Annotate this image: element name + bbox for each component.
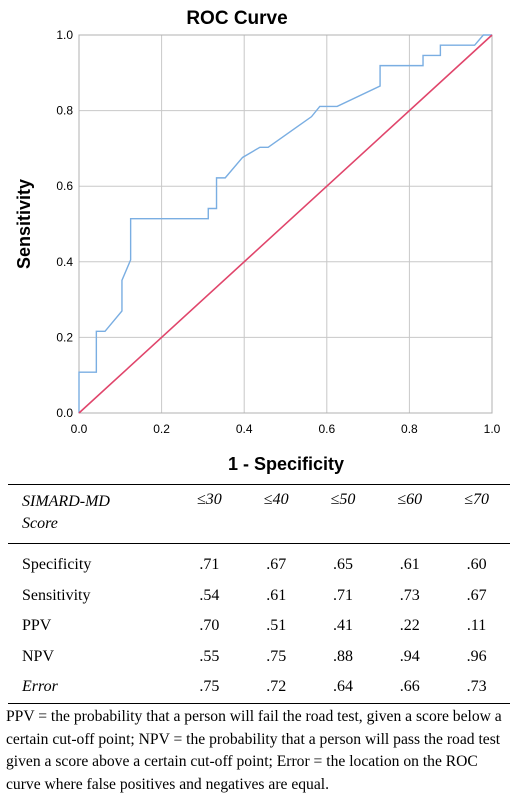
reference-line [78,34,493,414]
table-cell: .67 [466,586,487,604]
x-axis-label: 1 - Specificity [228,454,344,474]
table-cell: .73 [466,678,487,696]
table-cell: .75 [199,678,220,696]
table-cell: .72 [266,678,287,696]
roc-curve-line [78,34,492,413]
y-tick-label: 0.4 [56,255,73,269]
table-row-specificity: Specificity .71 .67 .65 .61 .60 [8,544,510,581]
table-cell: .65 [332,556,353,574]
table-cell: .51 [266,617,287,635]
table-cell: .11 [466,617,487,635]
y-tick-label: 0.6 [56,179,73,193]
table-row-sensitivity: Sensitivity .54 .61 .71 .73 .67 [8,581,510,612]
table-cell: .70 [199,617,220,635]
row-label: PPV [22,617,52,635]
x-tick-label: 1.0 [484,422,501,436]
table-cell: .73 [399,586,420,604]
header-col-3: ≤50 [330,491,356,508]
x-tick-label: 0.6 [318,422,335,436]
y-axis-label: Sensitivity [14,179,34,269]
x-tick-label: 0.0 [71,422,88,436]
table-cell: .71 [199,556,220,574]
x-tick-labels: 0.0 0.2 0.4 0.6 0.8 1.0 [71,422,501,436]
y-tick-label: 1.0 [56,28,73,42]
header-col-5: ≤70 [464,491,489,508]
table-row-error: Error .75 .72 .64 .66 .73 [8,672,510,703]
table-cell: .60 [466,556,487,574]
table-cell: .61 [399,556,420,574]
header-col-2: ≤40 [263,491,289,508]
header-score-line1: SIMARD-MD [22,493,110,510]
table-cell: .64 [332,678,353,696]
table-header-row: SIMARD-MD Score ≤30 ≤40 ≤50 ≤60 ≤70 [8,484,510,544]
table-cell: .75 [266,647,287,665]
table-cell: .88 [332,647,353,665]
row-label: NPV [22,647,55,665]
table-cell: .54 [199,586,220,604]
header-score-line2: Score [22,515,58,532]
y-tick-label: 0.0 [56,406,73,420]
table-note: PPV = the probability that a person will… [6,708,502,793]
table-row-npv: NPV .55 .75 .88 .94 .96 [8,642,510,673]
table-cell: .66 [399,678,420,696]
header-col-4: ≤60 [397,491,423,508]
header-col-1: ≤30 [197,491,222,508]
table-cell: .61 [266,586,287,604]
roc-chart: ROC Curve 0.0 0.2 0.4 0.6 0.8 1.0 0.00.20.40.… [14,8,501,474]
table-cell: .41 [332,617,353,635]
table-cell: .67 [266,556,287,574]
table-cell: .22 [399,617,420,635]
table-cell: .96 [466,647,487,665]
x-tick-label: 0.4 [236,422,253,436]
series-layer [78,34,493,414]
y-tick-labels: 0.0 0.2 0.4 0.6 0.8 1.0 [56,28,73,420]
table-cell: .55 [199,647,220,665]
cutoff-table-container: SIMARD-MD Score ≤30 ≤40 ≤50 ≤60 ≤70 Spec… [8,484,510,704]
row-label: Sensitivity [22,586,91,604]
table-cell: .94 [399,647,420,665]
row-label: Specificity [22,556,92,574]
chart-title: ROC Curve [186,8,287,29]
row-label: Error [22,678,58,696]
cutoff-table: SIMARD-MD Score ≤30 ≤40 ≤50 ≤60 ≤70 Spec… [8,484,510,704]
y-tick-label: 0.2 [56,330,73,344]
plot-frame [78,34,493,414]
y-tick-label: 0.8 [56,104,73,118]
table-cell: .71 [332,586,353,604]
table-row-ppv: PPV .70 .51 .41 .22 .11 [8,611,510,642]
x-tick-label: 0.2 [153,422,170,436]
x-tick-label: 0.8 [401,422,418,436]
header-score: SIMARD-MD Score [8,485,176,544]
